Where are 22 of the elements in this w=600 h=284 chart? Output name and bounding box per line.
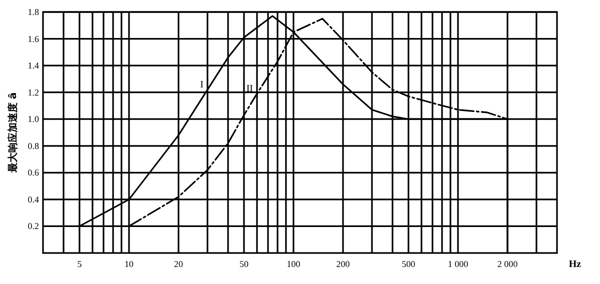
y-tick-label: 1.2 bbox=[28, 87, 39, 98]
y-tick-label: 0.6 bbox=[28, 168, 40, 178]
y-axis-title: 最大响应加速度 â bbox=[7, 92, 19, 174]
annotation: I bbox=[200, 80, 204, 91]
annotation: II bbox=[246, 84, 253, 95]
y-tick-label: 1.6 bbox=[28, 34, 40, 44]
y-tick-label: 1.8 bbox=[28, 7, 40, 17]
x-tick-label: 2 000 bbox=[497, 259, 518, 269]
y-tick-label: 0.8 bbox=[28, 140, 40, 151]
x-tick-label: 50 bbox=[239, 259, 249, 269]
x-tick-label: 5 bbox=[77, 259, 82, 269]
x-tick-label: 1 000 bbox=[448, 259, 469, 269]
x-tick-label: 200 bbox=[336, 259, 350, 269]
x-tick-label: 100 bbox=[286, 259, 301, 269]
x-tick-label: 10 bbox=[124, 259, 134, 269]
x-tick-label: 500 bbox=[402, 259, 416, 269]
y-tick-label: 0.2 bbox=[28, 221, 39, 232]
y-tick-label: 0.4 bbox=[28, 194, 40, 204]
y-tick-label: 1.4 bbox=[28, 60, 40, 71]
x-tick-label: 20 bbox=[174, 259, 184, 269]
x-axis-title: Hz bbox=[568, 259, 582, 270]
y-tick-label: 1.0 bbox=[28, 114, 40, 124]
